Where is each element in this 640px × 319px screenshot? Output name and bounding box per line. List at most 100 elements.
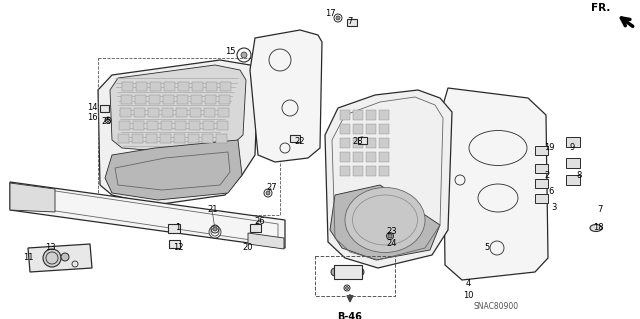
Bar [121,95,132,104]
Text: 22: 22 [295,137,305,146]
Bar [219,95,230,104]
Bar [178,82,189,91]
Bar [119,121,130,130]
Text: 12: 12 [173,243,183,253]
Text: 9: 9 [570,143,575,152]
Bar [146,134,157,143]
Bar [366,152,376,162]
Polygon shape [10,183,55,212]
Polygon shape [110,65,246,152]
Text: 19: 19 [544,143,554,152]
Bar [174,134,185,143]
Circle shape [266,191,270,195]
Bar [162,108,173,117]
Bar [366,110,376,120]
Bar [353,110,363,120]
Circle shape [360,138,364,142]
Text: 27: 27 [267,183,277,192]
Bar [340,152,350,162]
Polygon shape [330,185,440,260]
Polygon shape [98,60,258,205]
Polygon shape [28,244,92,272]
Circle shape [346,286,349,290]
Circle shape [61,253,69,261]
Text: 5: 5 [484,243,490,253]
Bar [340,138,350,148]
Bar [190,108,201,117]
Text: 2: 2 [545,172,550,181]
Polygon shape [566,137,580,147]
Bar [340,110,350,120]
Polygon shape [325,90,452,268]
Bar [366,138,376,148]
Bar [290,135,300,142]
Bar [136,82,147,91]
Bar [99,105,109,112]
Bar [358,137,367,144]
Text: FR.: FR. [591,3,610,13]
Bar [147,121,158,130]
Polygon shape [105,140,242,200]
Bar [340,124,350,134]
Bar [353,124,363,134]
Circle shape [106,118,109,122]
Ellipse shape [345,188,425,253]
Text: 21: 21 [208,205,218,214]
Polygon shape [534,145,547,154]
Bar [203,121,214,130]
Text: 24: 24 [387,239,397,248]
Bar [366,124,376,134]
Bar [205,95,216,104]
Text: 11: 11 [23,253,33,262]
Text: 20: 20 [243,242,253,251]
Bar [206,82,217,91]
Bar [163,95,174,104]
Bar [353,138,363,148]
Bar [148,108,159,117]
Bar [204,108,215,117]
Bar [122,82,133,91]
Bar [164,82,175,91]
Bar [340,166,350,176]
Circle shape [336,16,340,20]
Ellipse shape [590,225,602,232]
Text: 7: 7 [597,205,603,214]
Bar [188,134,199,143]
Bar [168,240,179,248]
Text: 16: 16 [86,114,97,122]
Circle shape [213,227,217,231]
Bar [177,95,188,104]
Text: 13: 13 [45,243,55,253]
Text: 28: 28 [353,137,364,146]
Circle shape [175,226,179,230]
Bar [149,95,160,104]
Circle shape [331,268,339,276]
Bar [189,121,200,130]
Bar [135,95,146,104]
Text: 10: 10 [463,291,473,300]
Polygon shape [534,194,547,203]
Polygon shape [443,88,548,280]
Bar [250,224,260,232]
Bar [118,134,129,143]
Bar [217,121,228,130]
Bar [353,166,363,176]
Text: 14: 14 [87,102,97,112]
Circle shape [209,226,221,238]
Bar [160,134,171,143]
Bar [132,134,143,143]
Bar [379,152,389,162]
Text: 7: 7 [348,18,353,26]
Bar [347,19,357,26]
Text: SNAC80900: SNAC80900 [473,302,518,311]
Bar [379,166,389,176]
Polygon shape [250,30,322,162]
Bar [168,224,180,233]
Bar [133,121,144,130]
Circle shape [241,52,247,58]
Text: 23: 23 [387,227,397,236]
Bar [176,108,187,117]
Bar [353,152,363,162]
Bar [175,121,186,130]
Bar [366,166,376,176]
